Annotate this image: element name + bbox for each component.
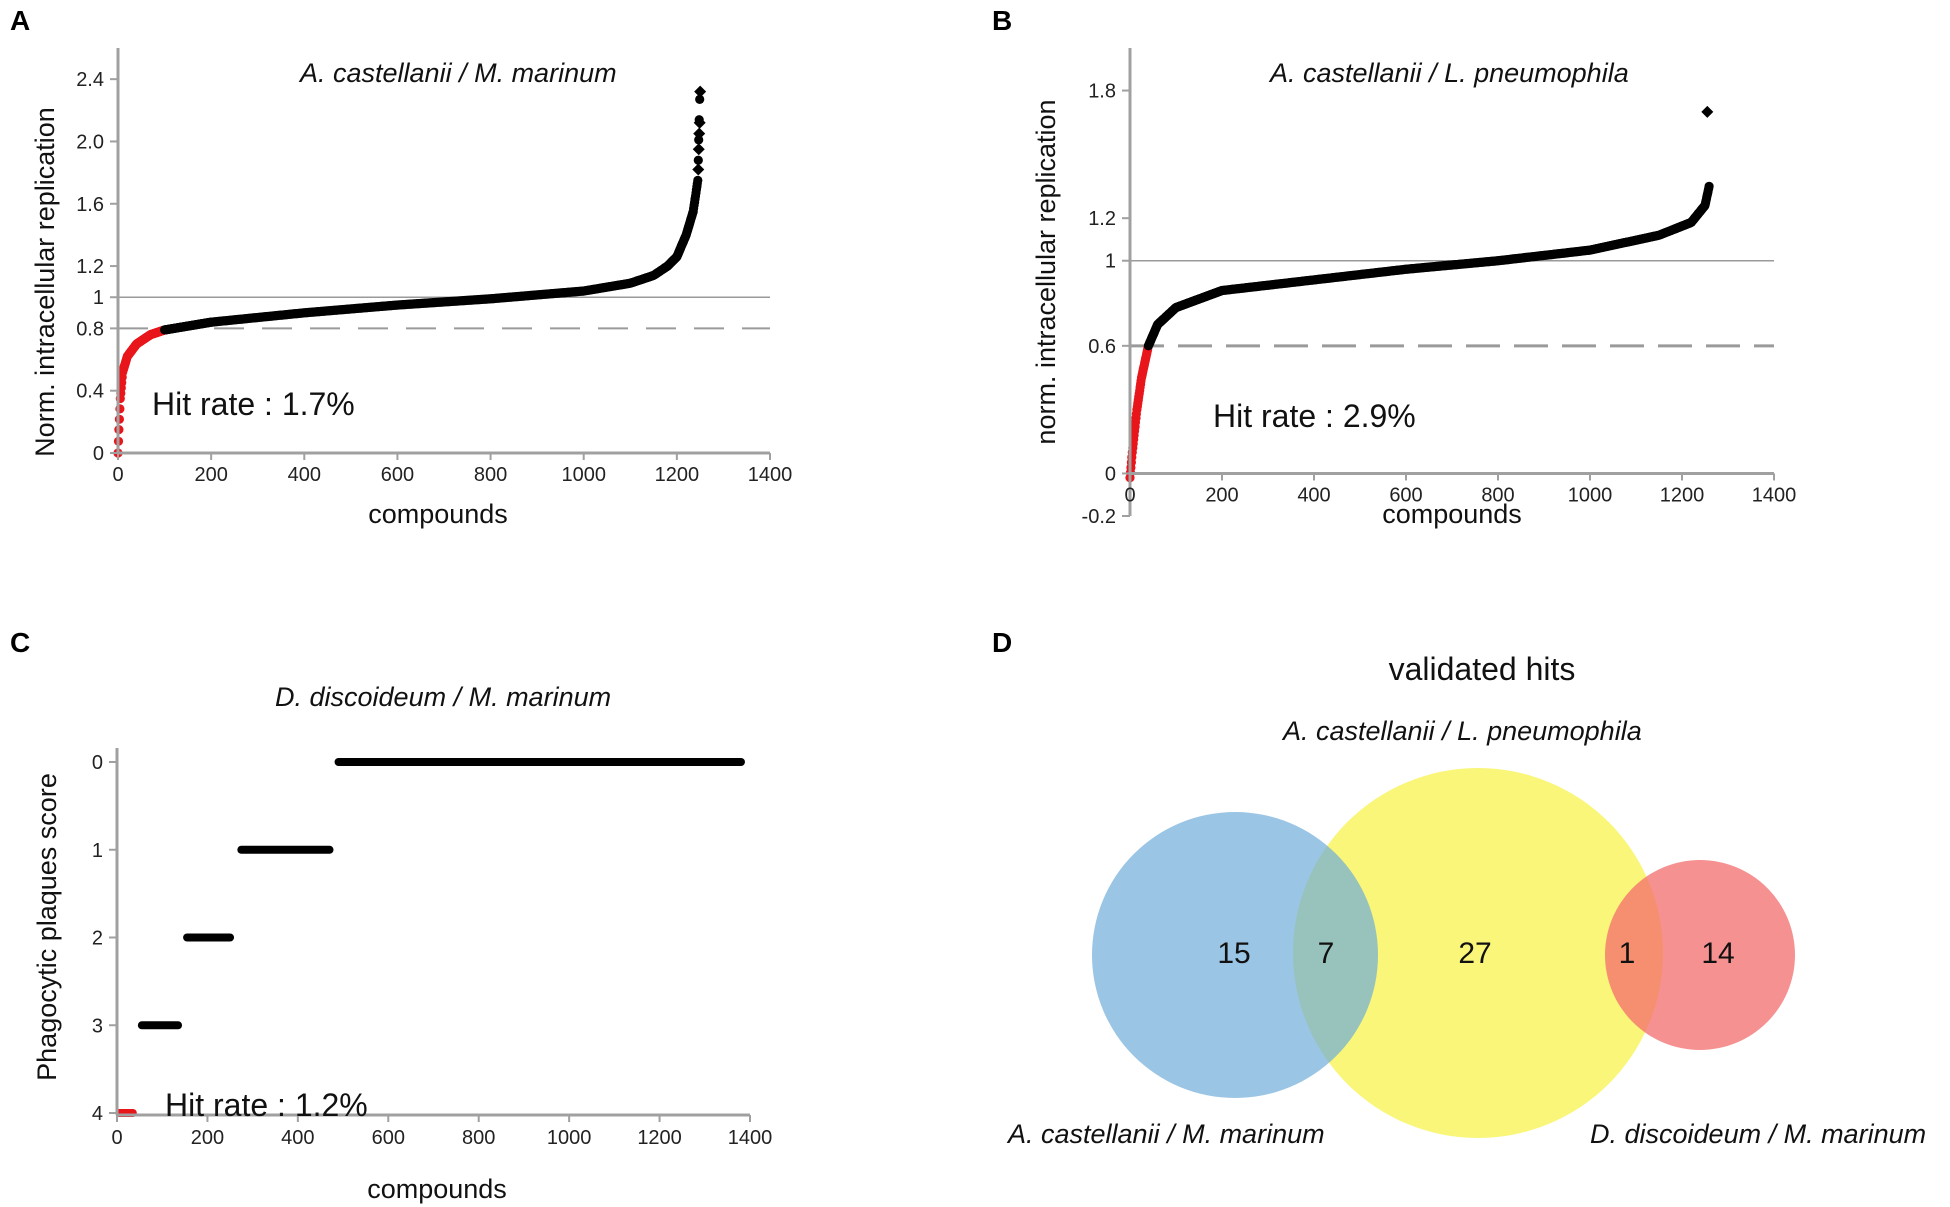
y-tick-label: 1.2 [76,256,104,278]
panel-b: B A. castellanii / L. pneumophila 0 200 40… [992,5,1796,529]
chart-c-tick-labels: 0 200 400 600 800 1000 1200 1400 0 1 2 3 4 [92,752,772,1149]
panel-c: C D. discoideum / M. marinum 0 200 400 600 8… [10,627,772,1204]
y-tick-label: 2.4 [76,69,104,91]
x-tick-label: 1000 [561,464,606,486]
chart-a-title: A. castellanii / M. marinum [298,58,617,88]
venn-title: validated hits [1389,651,1576,687]
x-tick-label: 1400 [1752,484,1797,506]
venn-circle-c [1605,860,1795,1050]
panel-d: D validated hits 15 7 27 1 14 A. castell… [992,627,1926,1149]
chart-b-ylabel: norm. intracellular replication [1031,99,1061,444]
chart-b-hit-rate: Hit rate : 2.9% [1213,398,1416,434]
y-tick-label: 0.6 [1088,336,1116,358]
x-tick-label: 200 [194,464,227,486]
y-tick-label: 0.8 [76,318,104,340]
y-tick-label: 0.4 [76,381,104,403]
y-tick-label: 0 [1105,463,1116,485]
chart-c-title: D. discoideum / M. marinum [275,682,611,712]
y-tick-label: 2.0 [76,131,104,153]
chart-a-hit-rate: Hit rate : 1.7% [152,386,355,422]
x-tick-label: 400 [1297,484,1330,506]
x-tick-label: 200 [1205,484,1238,506]
y-tick-label: 0 [93,443,104,465]
x-tick-label: 0 [111,1127,122,1149]
chart-b-title: A. castellanii / L. pneumophila [1268,58,1629,88]
venn-region-a-and-b: 7 [1318,937,1335,970]
venn-label-a: A. castellanii / M. marinum [1006,1119,1325,1149]
chart-b-xlabel: compounds [1382,499,1522,529]
x-tick-label: 1400 [748,464,793,486]
x-tick-label: 1000 [547,1127,592,1149]
chart-a-xlabel: compounds [368,499,508,529]
x-tick-label: 400 [288,464,321,486]
x-tick-label: 600 [1389,484,1422,506]
y-tick-label: 4 [92,1103,103,1125]
y-tick-label: 1.6 [76,194,104,216]
x-tick-label: 600 [372,1127,405,1149]
y-tick-label: 2 [92,928,103,950]
outlier-point [693,127,706,140]
chart-b-reference-lines [1130,259,1774,348]
x-tick-label: 200 [191,1127,224,1149]
x-tick-label: 1400 [728,1127,773,1149]
x-tick-label: 1200 [655,464,700,486]
x-tick-label: 1200 [1660,484,1705,506]
y-tick-label: 0 [92,752,103,774]
chart-b-points [1125,105,1714,483]
data-point [693,155,703,165]
y-tick-label: -0.2 [1082,506,1116,528]
chart-a-ylabel: Norm. intracellular replication [30,107,60,457]
chart-a-reference-lines [118,296,770,330]
panel-letter-a: A [10,5,30,36]
outlier-point [1701,105,1714,118]
data-point [1704,181,1714,191]
y-tick-label: 1.2 [1088,208,1116,230]
x-tick-label: 0 [112,464,123,486]
y-tick-label: 3 [92,1015,103,1037]
y-tick-label: 1.8 [1088,81,1116,103]
chart-a-points [113,85,707,458]
chart-b-axes [1122,48,1775,517]
x-tick-label: 800 [462,1127,495,1149]
y-tick-label: 1 [1105,251,1116,273]
panel-letter-c: C [10,627,30,658]
chart-c-hit-rate: Hit rate : 1.2% [165,1087,368,1123]
x-tick-label: 1000 [1568,484,1613,506]
chart-a-axes [110,48,771,460]
y-tick-label: 1 [92,840,103,862]
outlier-point [692,163,705,176]
x-tick-label: 600 [381,464,414,486]
panel-a: A A. castellanii / M. marinum 0 200 400 600… [10,5,792,529]
chart-c-xlabel: compounds [367,1174,507,1204]
outlier-point [693,116,706,129]
x-tick-label: 800 [474,464,507,486]
venn-region-b-and-c: 1 [1619,937,1636,970]
venn-circle-a [1092,812,1378,1098]
data-point [693,175,703,185]
data-point [695,94,705,104]
outlier-point [694,85,707,98]
x-tick-label: 0 [1124,484,1135,506]
chart-c-points [115,758,745,1117]
venn-region-a-only: 15 [1217,937,1250,970]
panel-letter-b: B [992,5,1012,36]
panel-letter-d: D [992,627,1012,658]
chart-b-tick-labels: 0 200 400 600 800 1000 1200 1400 -0.2 0 0.6 1 1.2 1.8 [1082,81,1797,528]
x-tick-label: 1200 [637,1127,682,1149]
venn-circle-b [1293,768,1663,1138]
chart-c-axes [109,748,751,1122]
venn-label-c: D. discoideum / M. marinum [1590,1119,1926,1149]
venn-label-b: A. castellanii / L. pneumophila [1281,716,1642,746]
venn-region-b-only: 27 [1458,937,1491,970]
x-tick-label: 400 [281,1127,314,1149]
chart-c-ylabel: Phagocytic plaques score [32,773,62,1081]
y-tick-label: 1 [93,287,104,309]
x-tick-label: 800 [1481,484,1514,506]
chart-a-tick-labels: 0 200 400 600 800 1000 1200 1400 0 0.4 0.8 1 1.2 1.6 2… [76,69,792,486]
outlier-point [692,143,705,156]
venn-region-c-only: 14 [1701,937,1734,970]
